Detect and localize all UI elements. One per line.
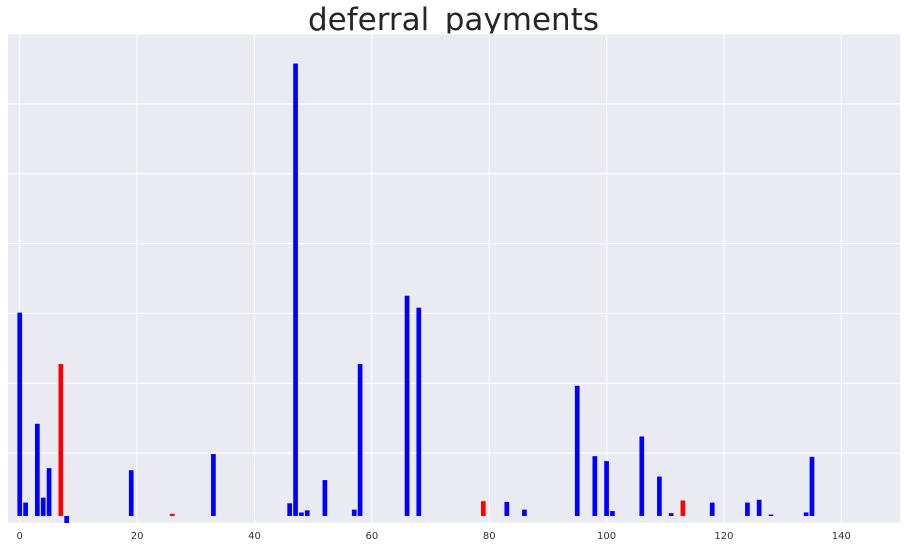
x-tick-label: 60	[365, 531, 378, 542]
bar	[287, 503, 293, 516]
bar	[211, 454, 216, 516]
x-tick-label: 140	[832, 531, 851, 542]
bar	[592, 456, 598, 516]
bar	[304, 510, 310, 516]
bar	[480, 501, 486, 516]
bar	[293, 63, 298, 516]
bar	[745, 502, 750, 516]
plot-area	[8, 34, 900, 523]
bars	[17, 63, 815, 523]
chart-title: deferral_payments	[307, 2, 600, 38]
x-axis-ticks: 0 20 40 60 80 100 120 140	[17, 531, 851, 542]
x-tick-label: 120	[714, 531, 733, 542]
bar	[351, 509, 357, 516]
bar	[639, 436, 645, 516]
bar	[574, 385, 580, 516]
bar	[58, 363, 64, 516]
bar	[64, 515, 70, 523]
bar	[680, 500, 686, 516]
bar	[610, 511, 615, 516]
bar	[416, 307, 422, 516]
bar	[128, 470, 134, 516]
x-tick-label: 0	[17, 531, 23, 542]
bar	[322, 480, 328, 516]
bar	[34, 423, 40, 516]
bar	[709, 502, 715, 516]
bar	[756, 499, 762, 516]
bar	[522, 509, 527, 516]
x-tick-label: 100	[597, 531, 616, 542]
bar	[40, 497, 46, 516]
x-tick-label: 40	[248, 531, 261, 542]
bar	[169, 513, 175, 516]
bar	[809, 456, 815, 516]
bar	[803, 512, 809, 516]
bar	[357, 363, 363, 516]
bar	[299, 512, 304, 516]
bar	[504, 501, 510, 516]
x-tick-label: 20	[131, 531, 144, 542]
bar	[657, 476, 662, 516]
bar	[768, 514, 774, 516]
bar	[46, 468, 52, 516]
x-tick-label: 80	[483, 531, 496, 542]
gridlines	[8, 33, 900, 524]
bar	[604, 461, 609, 516]
bar	[17, 312, 23, 516]
bar	[404, 295, 410, 516]
bar	[668, 513, 674, 516]
bar	[23, 502, 28, 516]
